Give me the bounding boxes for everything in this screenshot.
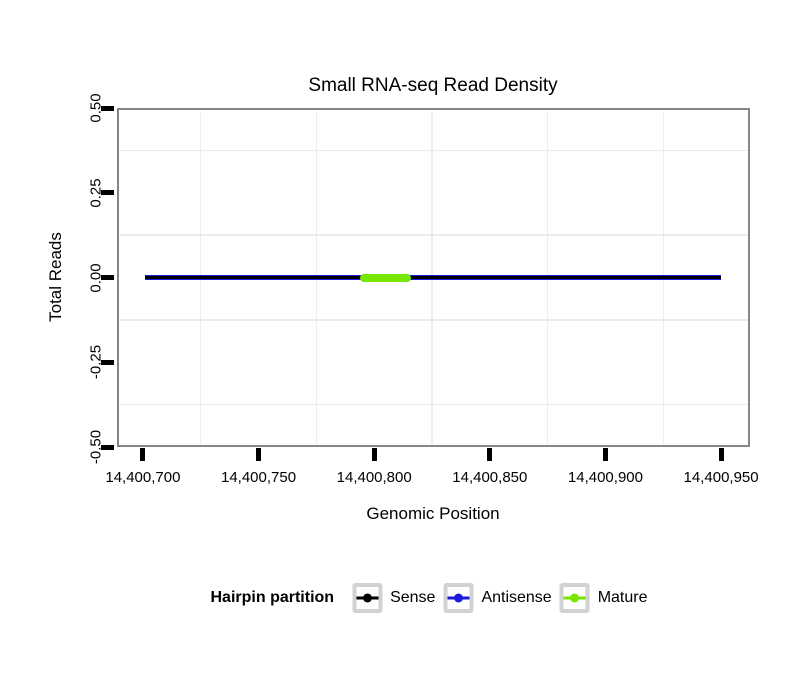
x-axis-tick-label: 14,400,850: [452, 469, 528, 486]
legend-title: Hairpin partition: [210, 589, 335, 606]
legend-key-icon: [443, 583, 474, 613]
x-axis-tick-label: 14,400,800: [336, 469, 412, 486]
x-axis-title: Genomic Position: [366, 504, 500, 523]
y-axis-tick-label: -0.50: [87, 429, 105, 465]
x-axis-tick-mark: [487, 448, 493, 461]
legend-entry-antisense: Antisense: [443, 583, 552, 613]
y-axis-tick-label: 0.25: [87, 178, 105, 208]
legend-entry-sense: Sense: [352, 583, 435, 613]
chart-title: Small RNA-seq Read Density: [308, 75, 558, 96]
plot-panel: [117, 108, 750, 447]
x-axis-tick-label: 14,400,750: [220, 469, 297, 486]
legend-entry-label: Sense: [390, 589, 436, 606]
legend-key-icon: [352, 583, 383, 613]
x-axis-tick-mark: [602, 448, 608, 461]
y-axis-tick-mark: [101, 444, 114, 450]
x-axis-tick-mark: [256, 448, 262, 461]
y-axis-tick-label: 0.50: [87, 93, 105, 123]
legend-key-dot: [362, 593, 372, 603]
legend: Hairpin partition Sense Antisense Mature: [211, 583, 656, 613]
y-axis-tick-label: 0.00: [87, 262, 105, 293]
y-axis-title: Total Reads: [46, 232, 65, 322]
x-axis-tick-label: 14,400,900: [567, 469, 643, 486]
y-axis-tick-mark: [101, 105, 114, 111]
x-axis-tick-label: 14,400,950: [683, 469, 759, 486]
x-axis-tick-label: 14,400,700: [105, 469, 181, 486]
y-axis-tick-mark: [101, 359, 114, 365]
x-axis-tick-mark: [140, 448, 146, 461]
legend-key-dot: [453, 593, 463, 603]
legend-entry-mature: Mature: [559, 583, 648, 613]
y-axis-tick-label: -0.25: [87, 345, 105, 380]
y-axis-tick-mark: [101, 190, 114, 196]
legend-key-icon: [559, 583, 590, 613]
legend-entry-label: Mature: [597, 589, 648, 606]
legend-entry-label: Antisense: [481, 589, 552, 606]
legend-key-dot: [570, 593, 580, 603]
x-axis-tick-mark: [718, 448, 724, 461]
x-axis-tick-mark: [371, 448, 377, 461]
y-axis-tick-mark: [101, 275, 114, 280]
